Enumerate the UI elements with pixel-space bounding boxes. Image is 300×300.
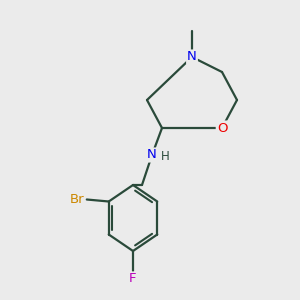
Text: F: F: [129, 272, 137, 286]
Text: H: H: [161, 151, 170, 164]
Text: N: N: [147, 148, 157, 161]
Text: O: O: [217, 122, 227, 134]
Text: Br: Br: [69, 193, 84, 206]
Text: N: N: [187, 50, 197, 64]
